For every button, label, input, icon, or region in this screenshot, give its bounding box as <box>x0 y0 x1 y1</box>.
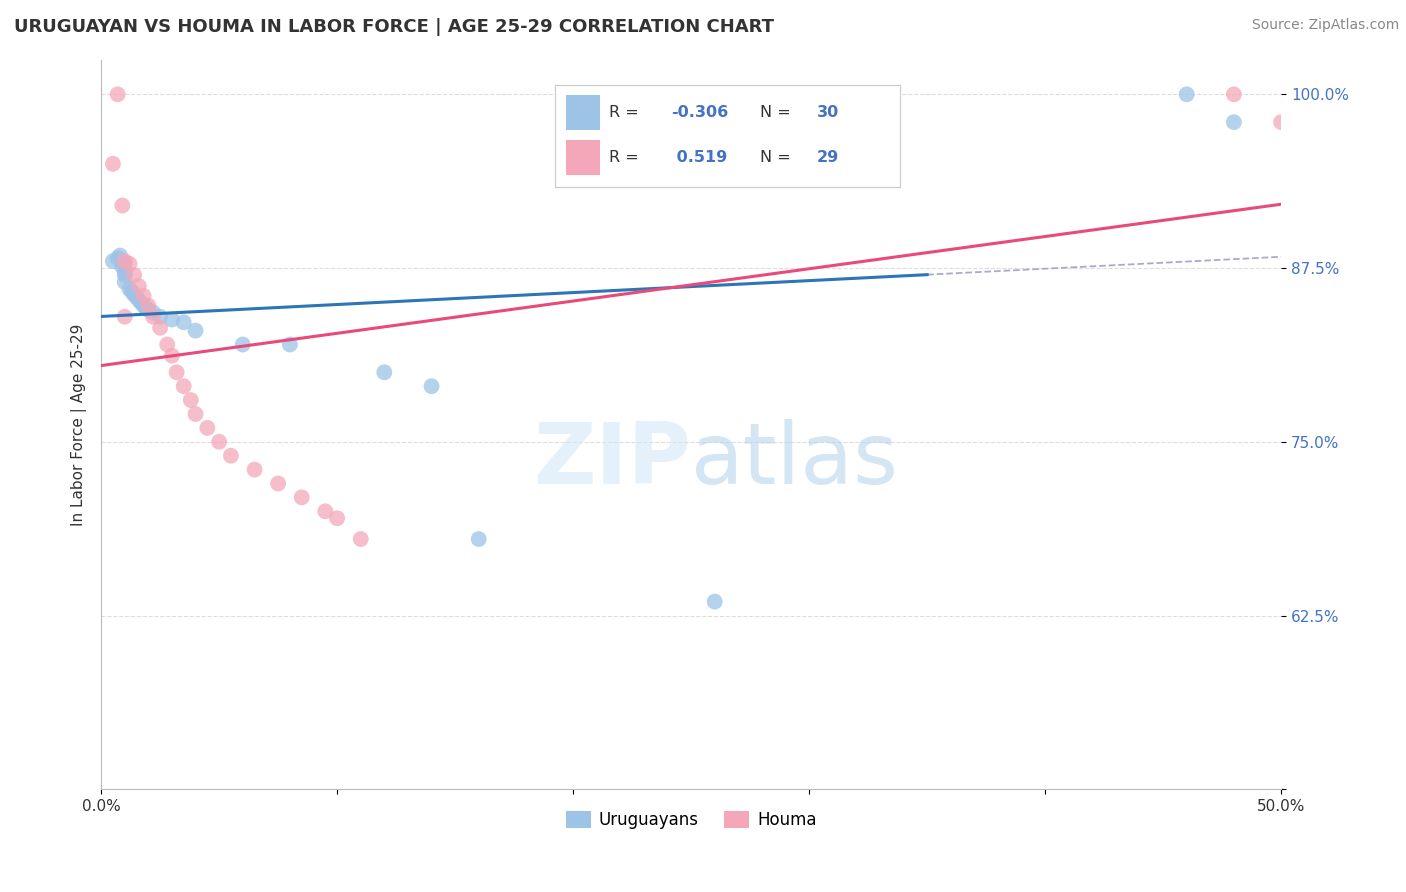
Point <box>160 312 183 326</box>
Point <box>219 449 242 463</box>
Point <box>114 257 136 271</box>
Text: atlas: atlas <box>692 419 898 502</box>
Point <box>122 287 145 301</box>
Text: 0.519: 0.519 <box>671 150 727 165</box>
Point <box>142 305 165 319</box>
Point <box>195 421 218 435</box>
Point <box>107 252 129 266</box>
Point <box>101 254 124 268</box>
Text: N =: N = <box>761 150 792 165</box>
Text: URUGUAYAN VS HOUMA IN LABOR FORCE | AGE 25-29 CORRELATION CHART: URUGUAYAN VS HOUMA IN LABOR FORCE | AGE … <box>14 18 775 36</box>
Point <box>166 365 188 379</box>
Point <box>136 299 159 313</box>
Text: Source: ZipAtlas.com: Source: ZipAtlas.com <box>1251 18 1399 32</box>
Point <box>350 532 373 546</box>
Point <box>208 434 231 449</box>
Point <box>101 157 124 171</box>
Point <box>114 275 136 289</box>
Point <box>122 268 145 282</box>
Point <box>118 282 141 296</box>
Point <box>326 511 349 525</box>
Point <box>278 337 301 351</box>
Point <box>232 337 254 351</box>
Point <box>1223 115 1246 129</box>
Point <box>243 462 266 476</box>
Point <box>173 315 195 329</box>
Text: R =: R = <box>609 150 638 165</box>
Text: ZIP: ZIP <box>533 419 692 502</box>
Point <box>111 198 134 212</box>
Point <box>114 254 136 268</box>
Point <box>118 257 141 271</box>
Point <box>132 289 155 303</box>
Point <box>135 301 157 316</box>
Point <box>114 268 136 282</box>
Point <box>1175 87 1198 102</box>
Point <box>114 310 136 324</box>
Point <box>149 321 172 335</box>
Point <box>420 379 443 393</box>
Legend: Uruguayans, Houma: Uruguayans, Houma <box>558 804 824 836</box>
Y-axis label: In Labor Force | Age 25-29: In Labor Force | Age 25-29 <box>72 323 87 525</box>
Point <box>156 337 179 351</box>
Point <box>314 504 336 518</box>
Text: N =: N = <box>761 105 792 120</box>
Point <box>128 279 150 293</box>
Point <box>160 349 183 363</box>
Point <box>108 248 131 262</box>
Text: R =: R = <box>609 105 638 120</box>
Point <box>142 310 165 324</box>
Text: -0.306: -0.306 <box>671 105 728 120</box>
Point <box>107 87 129 102</box>
Point <box>114 265 136 279</box>
Point <box>267 476 290 491</box>
Point <box>173 379 195 393</box>
Point <box>1223 87 1246 102</box>
Point <box>373 365 395 379</box>
Point <box>703 594 725 608</box>
Text: 29: 29 <box>817 150 839 165</box>
Point <box>184 324 207 338</box>
Point <box>184 407 207 421</box>
Point <box>1270 115 1292 129</box>
Point <box>180 393 202 408</box>
Point <box>291 491 314 505</box>
Point <box>149 310 172 324</box>
Point <box>467 532 489 546</box>
Point <box>125 290 148 304</box>
Point <box>111 260 134 274</box>
Bar <box>565 95 600 130</box>
Point <box>136 302 159 317</box>
Text: 30: 30 <box>817 105 839 120</box>
Bar <box>565 140 600 175</box>
Point <box>128 293 150 307</box>
Point <box>121 285 143 299</box>
Point <box>132 299 155 313</box>
Point <box>129 295 152 310</box>
